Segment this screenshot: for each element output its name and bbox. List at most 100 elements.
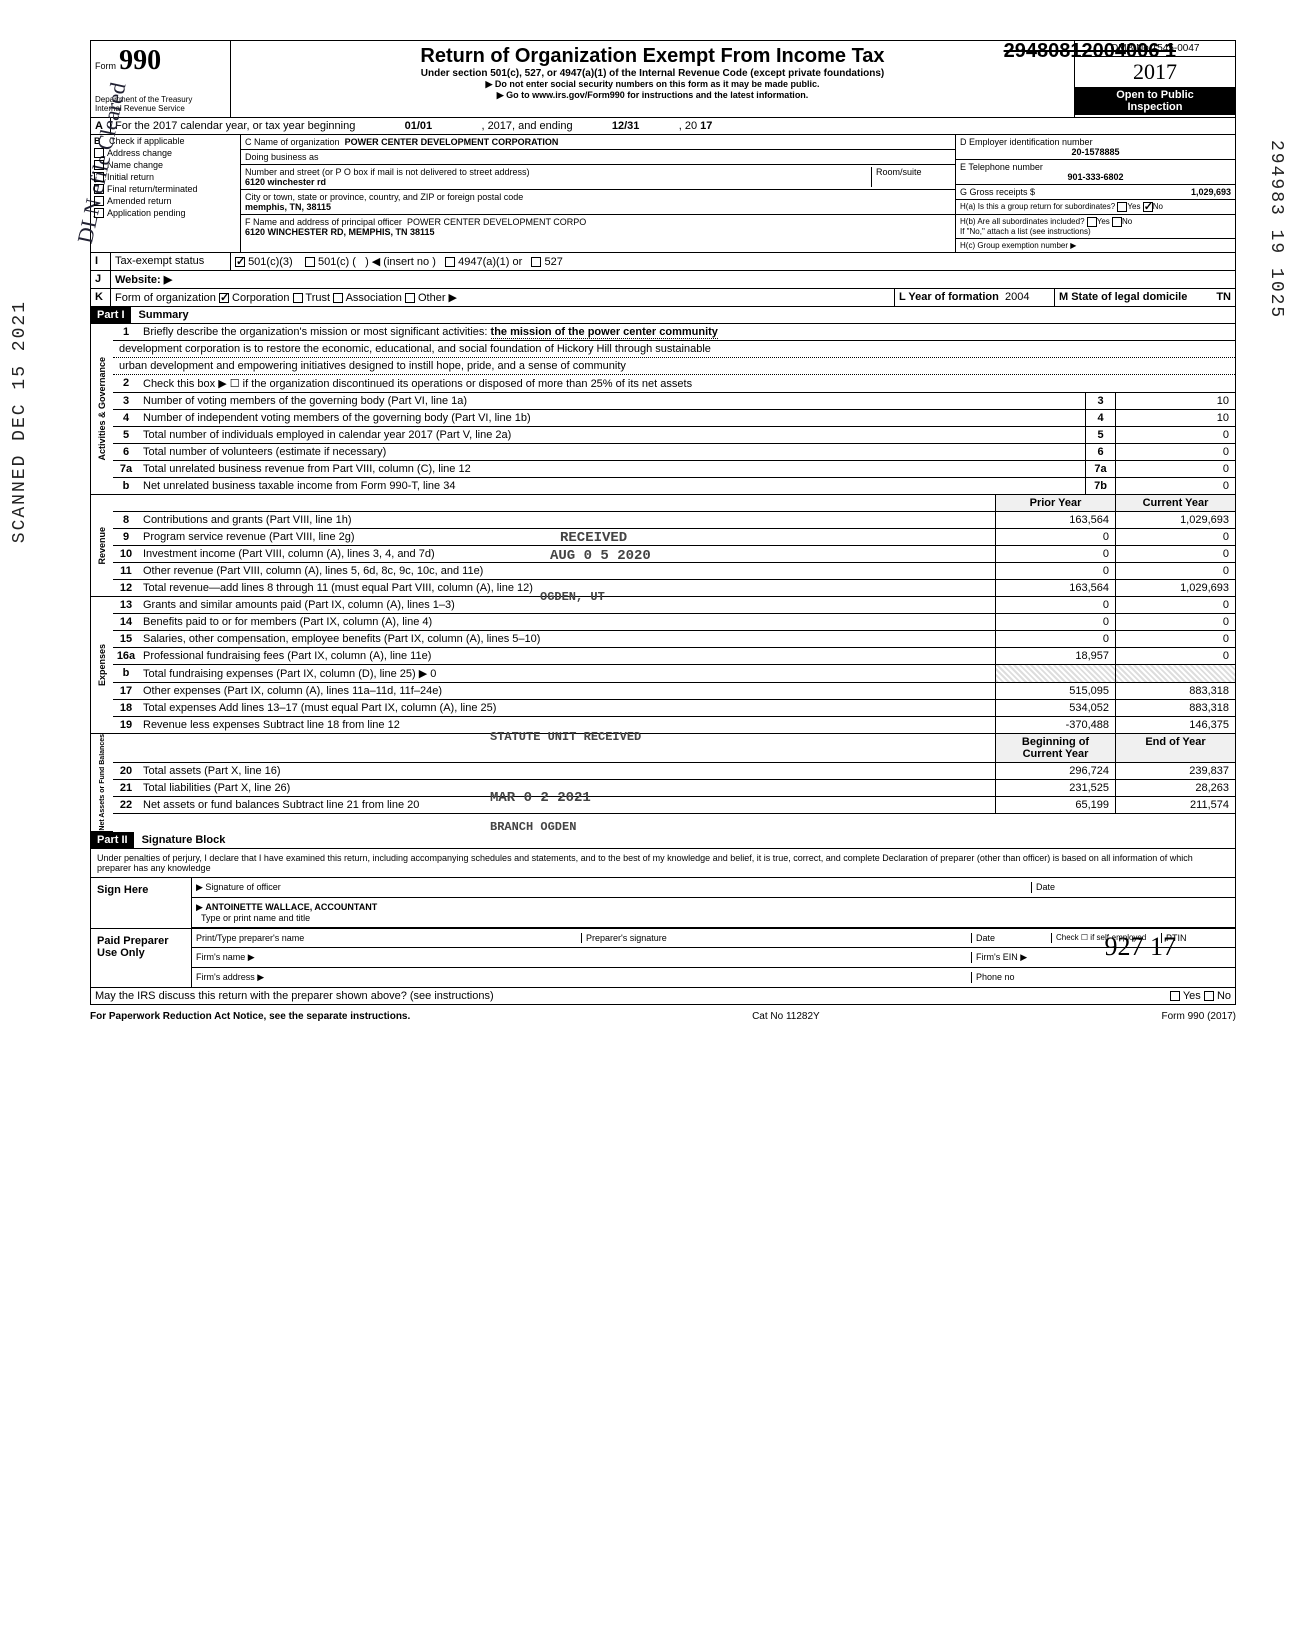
lbl-yes: Yes (1183, 990, 1201, 1002)
part2-header: Part II Signature Block (90, 832, 1236, 849)
chk-name-change[interactable] (94, 160, 104, 170)
hb-note: If "No," attach a list (see instructions… (960, 227, 1091, 236)
m-label: M State of legal domicile (1059, 291, 1187, 303)
city-label: City or town, state or province, country… (245, 192, 523, 202)
received-date-2: MAR 0 2 2021 (490, 790, 591, 806)
website-label: Website: ▶ (115, 274, 172, 286)
form-subtitle: Under section 501(c), 527, or 4947(a)(1)… (239, 68, 1066, 79)
ein-value: 20-1578885 (960, 147, 1231, 157)
summary-row: 22Net assets or fund balances Subtract l… (113, 797, 1235, 814)
lbl-501c: 501(c) ( (318, 256, 356, 268)
chk-501c3[interactable] (235, 257, 245, 267)
gross-label: G Gross receipts $ (960, 187, 1035, 197)
chk-501c[interactable] (305, 257, 315, 267)
chk-address-change[interactable] (94, 148, 104, 158)
state-domicile: TN (1216, 291, 1231, 303)
statute-stamp: STATUTE UNIT RECEIVED (490, 730, 641, 744)
lbl-amended: Amended return (107, 196, 172, 206)
summary-row: 14Benefits paid to or for members (Part … (113, 614, 1235, 631)
chk-association[interactable] (333, 293, 343, 303)
received-stamp-1: RECEIVED (560, 530, 627, 546)
chk-527[interactable] (531, 257, 541, 267)
type-print-label: Type or print name and title (201, 913, 310, 923)
ha-yes[interactable] (1117, 202, 1127, 212)
ein-label: D Employer identification number (960, 137, 1093, 147)
q2-num: 2 (113, 375, 139, 392)
ha-no[interactable] (1143, 202, 1153, 212)
prep-date-label: Date (971, 933, 1051, 943)
side-revenue: Revenue (91, 495, 113, 597)
label-i: I (91, 253, 111, 270)
hdr-current-year: Current Year (1115, 495, 1235, 511)
branch-stamp: BRANCH OGDEN (490, 820, 576, 834)
lbl-app-pending: Application pending (107, 208, 186, 218)
lbl-assoc: Association (346, 292, 402, 304)
chk-final-return[interactable] (94, 184, 104, 194)
summary-row: 5Total number of individuals employed in… (113, 427, 1235, 444)
lbl-final-return: Final return/terminated (107, 184, 198, 194)
city-value: memphis, TN, 38115 (245, 202, 331, 212)
side-expenses: Expenses (91, 597, 113, 734)
chk-amended[interactable] (94, 196, 104, 206)
label-j: J (91, 271, 111, 288)
chk-trust[interactable] (293, 293, 303, 303)
lbl-no: No (1217, 990, 1231, 1002)
room-label: Room/suite (876, 167, 922, 177)
summary-row: bTotal fundraising expenses (Part IX, co… (113, 665, 1235, 683)
street-label: Number and street (or P O box if mail is… (245, 167, 529, 177)
handwritten-bottom: 927 17 (1105, 932, 1177, 962)
id-stamp-right: 294983 19 1025 (1266, 140, 1286, 319)
side-governance: Activities & Governance (91, 324, 113, 495)
lbl-insert-no: ) ◀ (insert no ) (365, 256, 436, 268)
line-j: J Website: ▶ (90, 271, 1236, 289)
summary-row: 7aTotal unrelated business revenue from … (113, 461, 1235, 478)
principal-officer-name: POWER CENTER DEVELOPMENT CORPO (407, 217, 586, 227)
hb-yes[interactable] (1087, 217, 1097, 227)
lbl-initial-return: Initial return (107, 172, 154, 182)
url-note: ▶ Go to www.irs.gov/Form990 for instruct… (239, 90, 1066, 101)
ogden-stamp: OGDEN, UT (540, 590, 605, 604)
street-value: 6120 winchester rd (245, 177, 326, 187)
line-i: I Tax-exempt status 501(c)(3) 501(c) ( )… (90, 253, 1236, 271)
yr-prefix: , 20 (679, 120, 697, 132)
firm-ein-label: Firm's EIN ▶ (971, 952, 1231, 963)
part1-body: Activities & Governance 1Briefly describ… (90, 324, 1236, 495)
summary-row: 16aProfessional fundraising fees (Part I… (113, 648, 1235, 665)
summary-row: 11Other revenue (Part VIII, column (A), … (113, 563, 1235, 580)
summary-row: 3Number of voting members of the governi… (113, 393, 1235, 410)
line-a: A For the 2017 calendar year, or tax yea… (90, 118, 1236, 135)
page-footer: For Paperwork Reduction Act Notice, see … (90, 1005, 1236, 1022)
lbl-501c3: 501(c)(3) (248, 256, 293, 268)
footer-left: For Paperwork Reduction Act Notice, see … (90, 1011, 410, 1022)
hdr-boy: Beginning of Current Year (995, 734, 1115, 762)
received-date-1: AUG 0 5 2020 (550, 548, 651, 564)
open-public: Open to PublicInspection (1075, 87, 1235, 115)
discuss-yes[interactable] (1170, 991, 1180, 1001)
prep-name-label: Print/Type preparer's name (196, 933, 581, 943)
form-of-org-label: Form of organization (115, 292, 216, 304)
part2-label: Part II (91, 832, 134, 848)
hdr-eoy: End of Year (1115, 734, 1235, 762)
line-a-mid: , 2017, and ending (481, 120, 572, 132)
chk-4947[interactable] (445, 257, 455, 267)
q1-text: Briefly describe the organization's miss… (143, 326, 487, 338)
summary-row: 9Program service revenue (Part VIII, lin… (113, 529, 1235, 546)
summary-row: 6Total number of volunteers (estimate if… (113, 444, 1235, 461)
discuss-no[interactable] (1204, 991, 1214, 1001)
lbl-corp: Corporation (232, 292, 289, 304)
mission-line3: urban development and empowering initiat… (113, 358, 1235, 375)
summary-row: 4Number of independent voting members of… (113, 410, 1235, 427)
prep-sig-label: Preparer's signature (581, 933, 971, 943)
entity-block: B Check if applicable Address change Nam… (90, 135, 1236, 253)
phone-label: E Telephone number (960, 162, 1043, 172)
summary-row: 21Total liabilities (Part X, line 26)231… (113, 780, 1235, 797)
chk-other[interactable] (405, 293, 415, 303)
summary-row: 19Revenue less expenses Subtract line 18… (113, 717, 1235, 734)
principal-officer-addr: 6120 WINCHESTER RD, MEMPHIS, TN 38115 (245, 227, 435, 237)
perjury-statement: Under penalties of perjury, I declare th… (90, 849, 1236, 878)
hb-label: H(b) Are all subordinates included? (960, 217, 1085, 226)
chk-initial-return[interactable] (94, 172, 104, 182)
chk-corporation[interactable] (219, 293, 229, 303)
chk-app-pending[interactable] (94, 208, 104, 218)
hb-no[interactable] (1112, 217, 1122, 227)
